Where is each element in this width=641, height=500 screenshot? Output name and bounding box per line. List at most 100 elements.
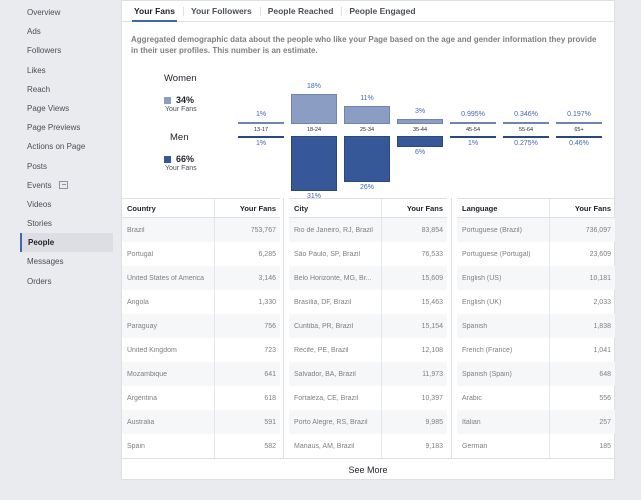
men-bar[interactable] <box>238 136 284 138</box>
table-cell-value: 76,533 <box>381 242 447 266</box>
tab-people-reached[interactable]: People Reached <box>259 1 342 21</box>
men-bar[interactable] <box>450 136 496 138</box>
women-bar[interactable] <box>238 122 284 124</box>
table-row: Spain 582 <box>122 434 280 458</box>
sidebar-item-events[interactable]: Events <box>0 176 118 195</box>
table-row: Portuguese (Portugal) 23,609 <box>457 242 615 266</box>
external-link-icon <box>59 180 69 189</box>
sidebar-item-messages[interactable]: Messages <box>27 257 64 267</box>
table-row: Paraguay 756 <box>122 314 280 338</box>
sidebar-item-orders[interactable]: Orders <box>27 276 52 286</box>
table-header: City Your Fans <box>289 198 447 218</box>
men-percent-label: 0.275% <box>514 140 538 147</box>
table-cell-name: German <box>462 442 488 450</box>
men-bar[interactable] <box>397 136 443 147</box>
men-percent-label: 31% <box>306 193 321 200</box>
women-percent-label: 18% <box>306 83 321 90</box>
table-cell-name: Rio de Janeiro, RJ, Brazil <box>294 226 373 234</box>
table-cell-value: 756 <box>214 314 280 338</box>
table-row: Porto Alegre, RS, Brazil 9,985 <box>289 410 447 434</box>
women-bar[interactable] <box>344 105 390 124</box>
table-body: Brazil 753,767 Portugal 6,285 United States … <box>122 218 280 458</box>
women-bar[interactable] <box>450 122 496 124</box>
men-bar[interactable] <box>344 136 390 183</box>
sidebar-item-page-previews[interactable]: Page Previews <box>27 123 81 133</box>
sidebar-item-page-views[interactable]: Page Views <box>27 103 70 113</box>
table-cell-name: Porto Alegre, RS, Brazil <box>294 418 368 426</box>
table-cell-value: 9,183 <box>381 434 447 458</box>
table-cell-name: Italian <box>462 418 481 426</box>
men-label: Men <box>170 132 189 143</box>
women-swatch <box>164 97 171 104</box>
column-header[interactable]: Your Fans <box>549 199 615 217</box>
sidebar-item-label: Events <box>27 180 52 190</box>
table-body: Portuguese (Brazil) 736,097 Portuguese (Po… <box>457 218 615 458</box>
column-header[interactable]: Language <box>462 203 498 213</box>
table-row: Rio de Janeiro, RJ, Brazil 83,854 <box>289 218 447 242</box>
women-percent-label: 1% <box>255 111 267 118</box>
sidebar-item-ads[interactable]: Ads <box>27 27 41 37</box>
sidebar-item-overview[interactable]: Overview <box>27 8 61 17</box>
table-row: Recife, PE, Brazil 12,108 <box>289 338 447 362</box>
men-percent-label: 0.46% <box>569 140 589 147</box>
table-cell-name: Fortaleza, CE, Brazil <box>294 394 359 402</box>
sidebar-item-stories[interactable]: Stories <box>27 219 52 229</box>
table-cell-name: Portugal <box>127 250 154 258</box>
table-cell-name: Salvador, BA, Brazil <box>294 370 356 378</box>
table-cell-value: 618 <box>214 386 280 410</box>
tab-your-followers[interactable]: Your Followers <box>182 1 260 21</box>
women-bar[interactable] <box>291 94 337 124</box>
column-header[interactable]: City <box>294 203 309 213</box>
tab-your-fans[interactable]: Your Fans <box>126 1 183 22</box>
sidebar-item-likes[interactable]: Likes <box>27 65 46 75</box>
women-label: Women <box>164 73 197 84</box>
women-bar[interactable] <box>503 122 549 124</box>
table-row: Belo Horizonte, MG, Br... 15,609 <box>289 266 447 290</box>
sidebar-item-actions-on-page[interactable]: Actions on Page <box>27 142 86 152</box>
table-row: Manaus, AM, Brazil 9,183 <box>289 434 447 458</box>
table-row: Arabic 556 <box>457 386 615 410</box>
table-cell-value: 591 <box>214 410 280 434</box>
women-bar[interactable] <box>556 122 602 124</box>
men-bar[interactable] <box>503 136 549 138</box>
table-row: Mozambique 641 <box>122 362 280 386</box>
column-header[interactable]: Your Fans <box>381 199 447 217</box>
table-cell-value: 257 <box>549 410 615 434</box>
women-sub-label: Your Fans <box>165 106 197 113</box>
description-text: Aggregated demographic data about the pe… <box>131 35 597 55</box>
table-cell-name: Brasília, DF, Brazil <box>294 298 352 306</box>
tab-people-engaged[interactable]: People Engaged <box>341 1 423 21</box>
sidebar-item-videos[interactable]: Videos <box>27 199 52 209</box>
table-cell-name: Paraguay <box>127 322 157 330</box>
table-cell-value: 641 <box>214 362 280 386</box>
men-bar[interactable] <box>556 136 602 138</box>
age-group-label: 45-54 <box>465 127 481 133</box>
table-cell-value: 6,285 <box>214 242 280 266</box>
table-cell-value: 11,973 <box>381 362 447 386</box>
men-bar[interactable] <box>291 136 337 191</box>
table-cell-name: Arabic <box>462 394 482 402</box>
table-cell-value: 556 <box>549 386 615 410</box>
see-more-button[interactable]: See More <box>122 458 614 480</box>
column-header[interactable]: Country <box>127 203 156 213</box>
sidebar-item-posts[interactable]: Posts <box>27 161 48 171</box>
table-row: Spanish 1,838 <box>457 314 615 338</box>
women-bar[interactable] <box>397 119 443 124</box>
men-percent: 66% <box>176 154 195 164</box>
table-cell-value: 185 <box>549 434 615 458</box>
table-cell-value: 736,097 <box>549 218 615 242</box>
language-table: Language Your Fans Portuguese (Brazil) 736,… <box>457 198 615 458</box>
sidebar-item-people[interactable]: People <box>20 233 113 253</box>
age-group-label: 18-24 <box>306 127 322 133</box>
column-header[interactable]: Your Fans <box>214 199 280 217</box>
tab-bar: Your Fans Your Followers People Reached … <box>122 1 614 22</box>
age-gender-chart: Women 34% Your Fans Men 66% Your Fans 13… <box>122 61 616 200</box>
sidebar-item-reach[interactable]: Reach <box>27 84 51 94</box>
sidebar-item-followers[interactable]: Followers <box>27 46 62 56</box>
age-group-label: 35-44 <box>412 127 428 133</box>
table-cell-value: 3,146 <box>214 266 280 290</box>
table-row: English (UK) 2,033 <box>457 290 615 314</box>
table-header: Country Your Fans <box>122 198 280 218</box>
age-group-label: 65+ <box>574 127 584 133</box>
table-row: English (US) 10,181 <box>457 266 615 290</box>
